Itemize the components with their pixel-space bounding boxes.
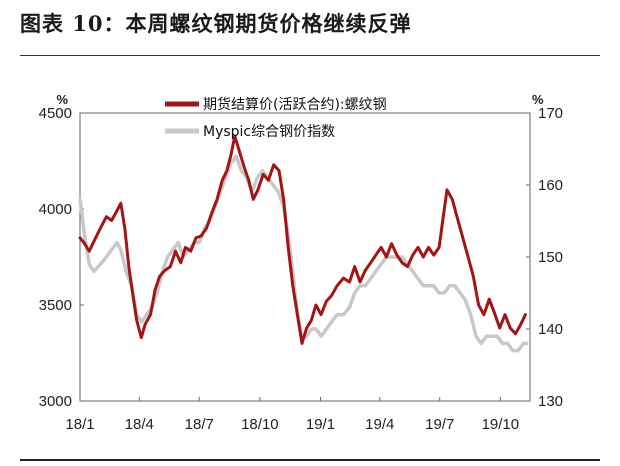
x-axis-tick-label: 18/1 bbox=[65, 416, 94, 433]
legend: 期货结算价(活跃合约):螺纹钢 Myspic综合钢价指数 bbox=[165, 96, 387, 140]
figure-title: 图表 10：本周螺纹钢期货价格继续反弹 bbox=[20, 11, 412, 36]
x-axis-tick-label: 18/7 bbox=[185, 416, 214, 433]
x-axis-tick-label: 19/4 bbox=[365, 416, 394, 433]
x-axis-tick-label: 18/10 bbox=[241, 416, 279, 433]
x-axis-tick-label: 18/4 bbox=[125, 416, 154, 433]
bottom-divider bbox=[20, 459, 600, 461]
x-axis-tick-label: 19/7 bbox=[425, 416, 454, 433]
left-axis-tick-label: 4500 bbox=[39, 105, 72, 122]
legend-label: Myspic综合钢价指数 bbox=[203, 124, 335, 140]
title-divider bbox=[20, 55, 600, 56]
right-axis-tick-label: 150 bbox=[538, 249, 563, 266]
left-axis-tick-label: 3500 bbox=[39, 297, 72, 314]
series-line-rebar-futures bbox=[78, 134, 527, 345]
right-axis-tick-label: 140 bbox=[538, 321, 563, 338]
legend-label: 期货结算价(活跃合约):螺纹钢 bbox=[203, 96, 387, 113]
left-axis-tick-label: 3000 bbox=[39, 393, 72, 410]
left-axis-unit: % bbox=[56, 92, 68, 107]
plot-frame bbox=[79, 112, 531, 402]
axes-layer: 3000 3500 4000 4500 130 140 150 160 170% % 18/1 18/… bbox=[39, 92, 563, 433]
series-layer bbox=[78, 134, 529, 353]
left-axis-tick-label: 4000 bbox=[39, 201, 72, 218]
right-axis-tick-label: 160 bbox=[538, 177, 563, 194]
x-axis-tick-label: 19/10 bbox=[482, 416, 520, 433]
x-axis-tick-label: 19/1 bbox=[306, 416, 335, 433]
right-axis-tick-label: 170 bbox=[538, 105, 563, 122]
right-axis-tick-label: 130 bbox=[538, 393, 563, 410]
right-axis-unit: % bbox=[532, 92, 544, 107]
